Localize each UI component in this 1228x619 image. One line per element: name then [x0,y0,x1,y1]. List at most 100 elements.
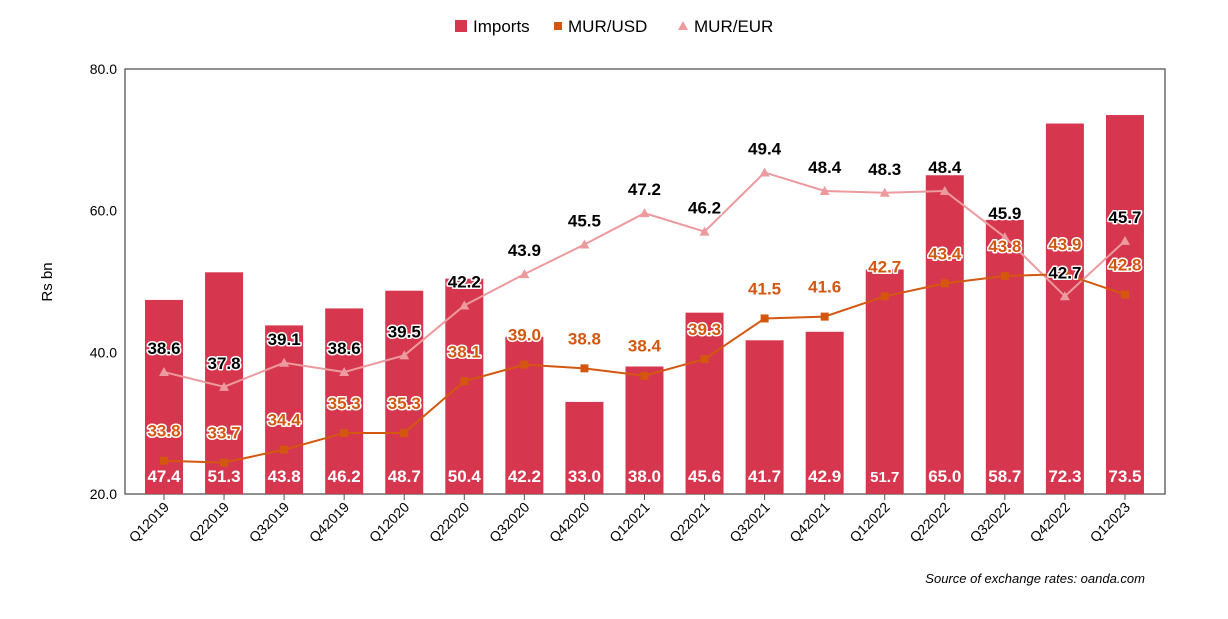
bar-imports [1105,115,1144,495]
imports-data-label: 51.3 [208,467,241,486]
mur-usd-data-label: 39.0 [508,326,541,345]
mur-usd-marker [700,355,709,364]
x-tick-label: Q42022 [1026,499,1073,546]
legend-eur-label: MUR/EUR [694,17,773,36]
imports-data-label: 41.7 [748,467,781,486]
bar-imports [325,308,364,494]
x-tick-label: Q12022 [846,499,893,546]
x-tick-label: Q22019 [186,499,233,546]
mur-eur-data-label: 37.8 [208,354,241,373]
y-tick-label: 20.0 [90,486,117,502]
mur-eur-marker [759,167,770,177]
mur-usd-marker [400,429,409,438]
mur-usd-data-label: 34.4 [268,411,302,430]
mur-usd-data-label: 43.4 [928,244,962,263]
legend-usd-label: MUR/USD [568,17,647,36]
mur-eur-data-label: 39.5 [388,322,421,341]
imports-data-label: 43.8 [268,467,301,486]
mur-usd-marker [340,429,349,438]
mur-eur-marker [219,381,230,391]
bar-imports [385,290,424,494]
imports-data-label: 33.0 [568,467,601,486]
mur-usd-data-label: 38.1 [448,342,481,361]
mur-eur-data-label: 38.6 [328,339,361,358]
bar-imports [685,312,724,494]
x-tick-label: Q32019 [246,499,293,546]
mur-usd-data-label: 33.7 [208,424,241,443]
mur-usd-data-label: 43.8 [988,237,1021,256]
mur-eur-data-label: 45.9 [988,204,1021,223]
mur-eur-marker [699,226,710,236]
mur-eur-data-label: 48.4 [928,158,962,177]
mur-eur-marker [459,300,470,310]
x-tick-label: Q22020 [426,499,473,546]
mur-usd-data-label: 35.3 [328,394,361,413]
x-tick-label: Q22022 [906,499,953,546]
imports-data-label: 73.5 [1108,467,1141,486]
mur-usd-data-label: 41.5 [748,279,781,298]
imports-data-label: 72.3 [1048,467,1081,486]
bar-imports [805,331,844,494]
mur-eur-data-label: 48.3 [868,160,901,179]
mur-usd-marker [880,292,889,301]
x-tick-label: Q32020 [486,499,533,546]
mur-eur-data-label: 47.2 [628,180,661,199]
mur-usd-marker [760,314,769,323]
source-note: Source of exchange rates: oanda.com [925,571,1145,586]
mur-usd-data-label: 41.6 [808,278,841,297]
bar-imports [265,325,304,494]
mur-usd-marker [1120,290,1129,299]
x-tick-label: Q32022 [966,499,1013,546]
x-tick-label: Q12019 [126,499,173,546]
mur-eur-marker [1059,291,1070,301]
mur-usd-data-label: 38.8 [568,329,601,348]
y-tick-label: 80.0 [90,61,117,77]
bar-imports [745,340,784,494]
mur-usd-marker [940,279,949,288]
mur-usd-data-label: 35.3 [388,394,421,413]
imports-data-label: 42.2 [508,467,541,486]
x-tick-label: Q42021 [786,499,833,546]
imports-data-label: 38.0 [628,467,661,486]
mur-eur-marker [939,185,950,195]
x-tick-label: Q42020 [546,499,593,546]
bar-imports [925,175,964,494]
imports-data-label: 48.7 [388,467,421,486]
imports-data-label: 42.9 [808,467,841,486]
x-tick-label: Q42019 [306,499,353,546]
legend-usd-swatch [554,22,562,30]
mur-eur-data-label: 49.4 [748,139,782,158]
mur-eur-marker [279,357,290,367]
mur-usd-data-label: 39.3 [688,320,721,339]
mur-usd-marker [460,377,469,386]
mur-eur-marker [579,239,590,249]
mur-eur-data-label: 38.6 [147,339,180,358]
bar-imports [625,366,664,494]
x-tick-label: Q12021 [606,499,653,546]
mur-eur-data-label: 48.4 [808,158,842,177]
y-tick-label: 40.0 [90,344,117,360]
imports-data-label: 65.0 [928,467,961,486]
bar-imports [865,269,904,494]
mur-eur-data-label: 45.7 [1108,208,1141,227]
y-axis-label: Rs bn [39,262,56,301]
mur-usd-marker [580,364,589,373]
bar-imports [565,401,604,494]
mur-usd-data-label: 38.4 [628,337,662,356]
bar-imports [145,299,183,494]
mur-eur-data-label: 46.2 [688,199,721,218]
mur-eur-marker [1119,235,1130,245]
mur-usd-marker [160,456,168,465]
mur-usd-marker [820,312,829,321]
mur-usd-marker [520,360,529,369]
mur-eur-data-label: 42.2 [448,273,481,292]
mur-eur-marker [159,367,169,377]
imports-data-label: 46.2 [328,467,361,486]
mur-eur-data-label: 43.9 [508,241,541,260]
mur-usd-marker [280,445,289,454]
mur-eur-marker [639,208,650,218]
imports-data-label: 47.4 [147,467,181,486]
mur-usd-data-label: 43.9 [1048,235,1081,254]
legend-imports-swatch [455,20,467,32]
